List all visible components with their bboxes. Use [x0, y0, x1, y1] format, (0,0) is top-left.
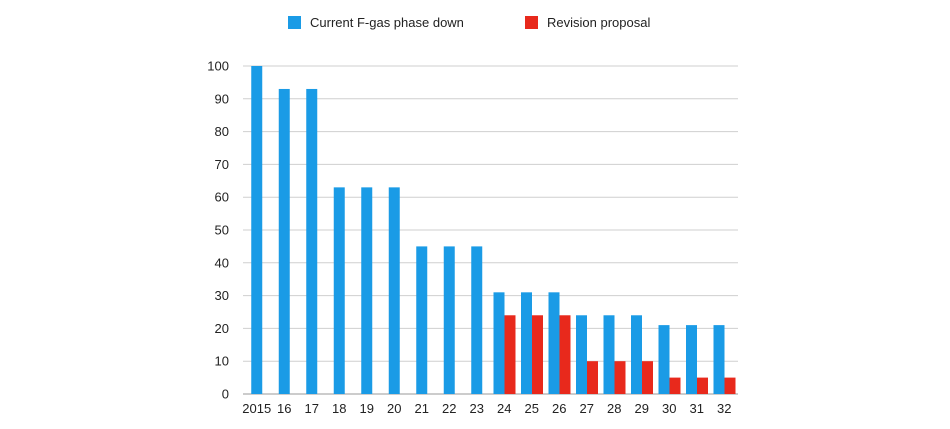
bar-current-25	[521, 292, 532, 394]
y-tick-label-0: 0	[222, 387, 229, 402]
legend-swatch-current-phase-down	[288, 16, 301, 29]
x-tick-label-18: 18	[332, 401, 346, 416]
bar-revision-29	[642, 361, 653, 394]
y-tick-label-20: 20	[215, 321, 229, 336]
x-tick-label-24: 24	[497, 401, 511, 416]
y-tick-label-100: 100	[207, 59, 229, 74]
x-tick-label-20: 20	[387, 401, 401, 416]
x-axis-tick-labels: 2015 16 17 18 19 20 21 22 23 24 25 26 27 28 29 30 31 32	[242, 401, 731, 416]
bar-current-32	[713, 325, 725, 394]
bar-current-17	[306, 88, 318, 395]
bar-revision-28	[614, 361, 626, 394]
bar-revision-24	[504, 315, 516, 394]
x-tick-label-19: 19	[360, 401, 374, 416]
bar-current-31	[686, 325, 697, 394]
y-tick-label-60: 60	[215, 190, 229, 205]
bar-current-30	[658, 325, 670, 394]
y-tick-label-40: 40	[215, 255, 229, 270]
bar-revision-30	[669, 377, 681, 394]
bar-revision-27	[587, 361, 598, 394]
x-tick-label-16: 16	[277, 401, 291, 416]
legend-label-current-phase-down: Current F-gas phase down	[310, 15, 464, 30]
bar-revision-26	[559, 315, 571, 394]
x-tick-label-30: 30	[662, 401, 676, 416]
x-tick-label-26: 26	[552, 401, 566, 416]
bar-current-19	[361, 187, 373, 394]
bar-current-2015	[251, 66, 263, 394]
x-tick-label-17: 17	[305, 401, 319, 416]
bar-current-16	[278, 88, 290, 395]
y-tick-label-30: 30	[215, 288, 229, 303]
x-tick-label-32: 32	[717, 401, 731, 416]
bar-revision-31	[697, 377, 708, 394]
y-tick-label-80: 80	[215, 124, 229, 139]
x-tick-label-25: 25	[525, 401, 539, 416]
bar-current-23	[471, 246, 483, 394]
x-tick-label-2015: 2015	[242, 401, 271, 416]
x-tick-label-28: 28	[607, 401, 621, 416]
x-tick-label-31: 31	[690, 401, 704, 416]
chart-legend: Current F-gas phase down Revision propos…	[288, 15, 650, 30]
bar-current-21	[416, 246, 428, 394]
bar-current-29	[631, 315, 642, 394]
x-tick-label-23: 23	[470, 401, 484, 416]
bar-current-18	[333, 187, 345, 394]
x-tick-label-29: 29	[635, 401, 649, 416]
y-tick-label-70: 70	[215, 157, 229, 172]
chart-gridlines	[243, 65, 738, 395]
bar-current-27	[576, 315, 587, 394]
x-tick-label-22: 22	[442, 401, 456, 416]
bar-current-28	[603, 315, 615, 394]
chart-bars	[251, 66, 736, 395]
bar-revision-25	[532, 315, 543, 394]
y-tick-label-50: 50	[215, 223, 229, 238]
y-tick-label-10: 10	[215, 354, 229, 369]
bar-current-20	[388, 187, 400, 394]
x-tick-label-27: 27	[580, 401, 594, 416]
bar-current-26	[548, 292, 560, 394]
legend-swatch-revision-proposal	[525, 16, 538, 29]
y-tick-label-90: 90	[215, 91, 229, 106]
legend-label-revision-proposal: Revision proposal	[547, 15, 650, 30]
bar-current-24	[493, 292, 505, 394]
y-axis-tick-labels: 0 10 20 30 40 50 60 70 80 90 100	[207, 59, 229, 402]
x-tick-label-21: 21	[415, 401, 429, 416]
bar-revision-32	[724, 377, 736, 394]
bar-current-22	[443, 246, 455, 394]
